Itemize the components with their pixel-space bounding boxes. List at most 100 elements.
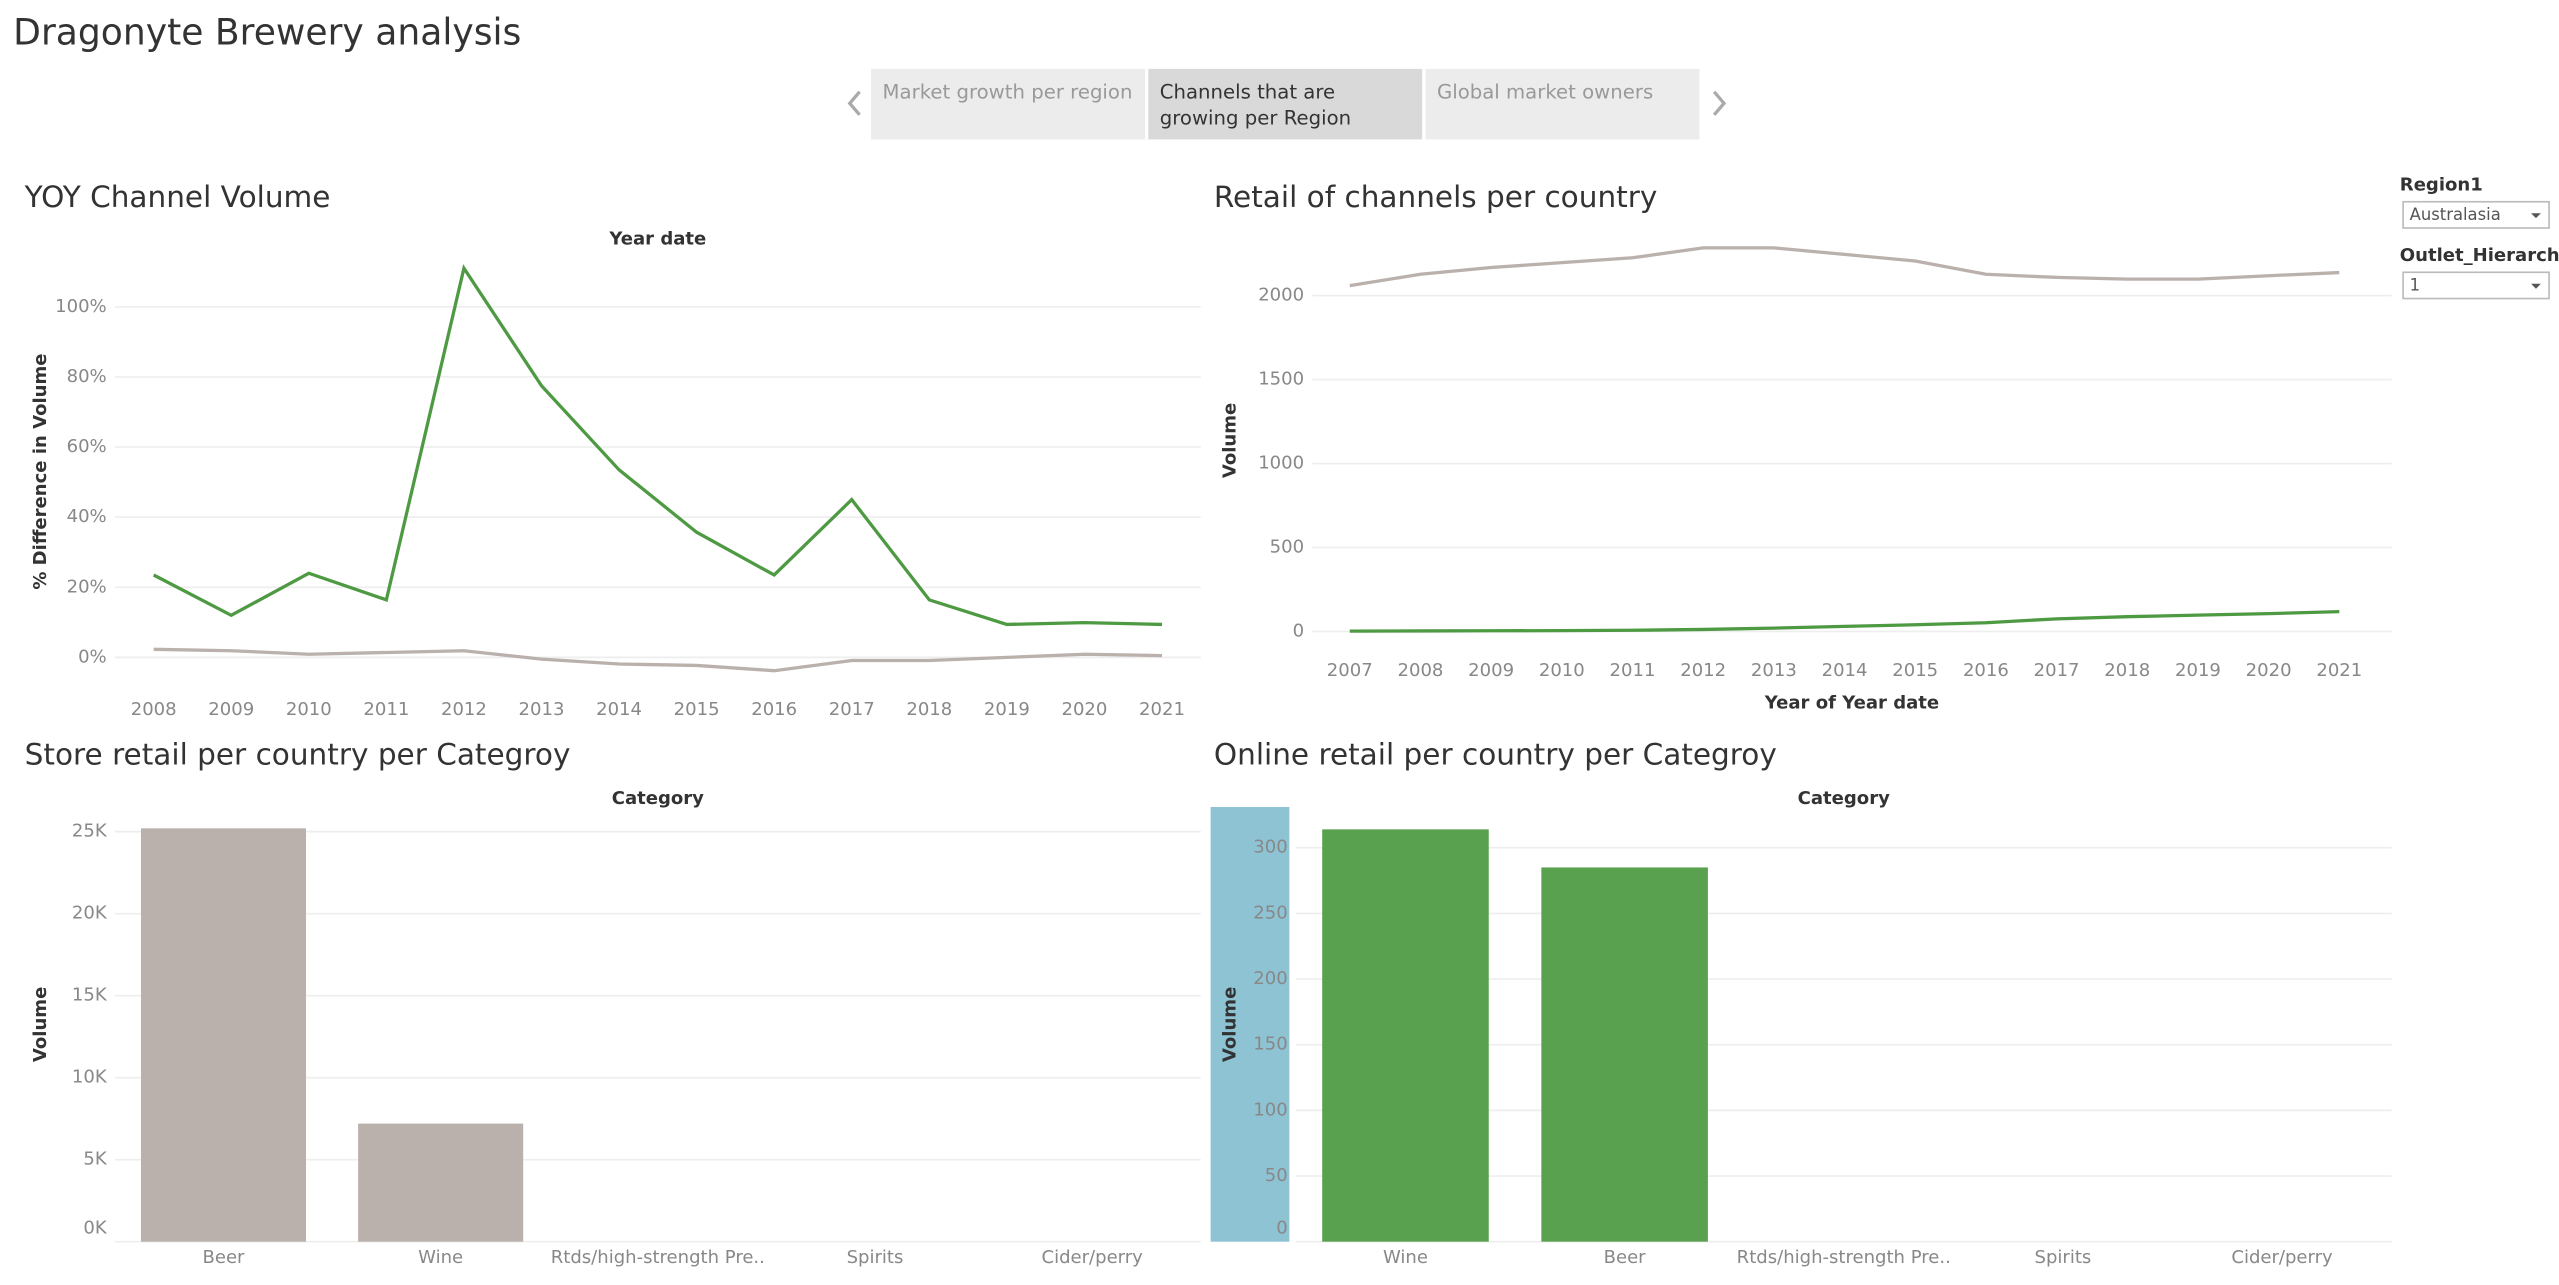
y-tick-label: 0% (78, 646, 107, 667)
tab-prev[interactable] (847, 90, 861, 116)
y-axis-title: % Difference in Volume (30, 353, 51, 589)
filter-value: Australasia (2410, 205, 2501, 224)
x-tick-label: 2021 (1139, 699, 1185, 720)
chart-title: Online retail per country per Categroy (1214, 738, 1777, 772)
tab-label-box: Market growth per region (882, 80, 1133, 104)
chart-title: YOY Channel Volume (24, 180, 331, 214)
x-tick-label: 2011 (1610, 660, 1656, 681)
filter-dropdown[interactable] (2402, 271, 2550, 300)
x-tick-label: 2015 (674, 699, 720, 720)
x-tick-label: 2018 (2104, 660, 2150, 681)
x-tick-label: 2012 (441, 699, 487, 720)
dropdown-arrow (2531, 213, 2541, 219)
x-tick-label: 2013 (1751, 660, 1797, 681)
chart-title: Store retail per country per Categroy (25, 738, 571, 772)
bar (358, 1123, 524, 1242)
series-line (153, 647, 1163, 673)
y-tick-label: 60% (67, 436, 107, 457)
filter-label: Region1 (2400, 174, 2483, 195)
x-tick-label: Beer (202, 1247, 245, 1268)
y-tick-label: 100 (1253, 1099, 1287, 1120)
y-tick-label: 200 (1253, 968, 1287, 989)
y-tick-label: 40% (67, 506, 107, 527)
y-tick-label: 100% (55, 296, 107, 317)
x-tick-label: Spirits (2035, 1247, 2092, 1268)
x-tick-label: 2009 (1468, 660, 1514, 681)
y-tick-label: 10K (72, 1067, 108, 1088)
dropdown-arrow (2531, 283, 2541, 289)
tab-label[interactable]: Market growth per region (882, 80, 1133, 104)
tab-next[interactable] (1712, 90, 1727, 116)
y-tick-label: 50 (1265, 1165, 1288, 1186)
x-tick-label: 2014 (596, 699, 642, 720)
x-tick-label: Beer (1604, 1247, 1647, 1268)
bar (1322, 829, 1489, 1242)
bar (140, 828, 307, 1242)
y-axis-title: Volume (30, 987, 51, 1062)
tab-label-box: Global market owners (1436, 80, 1654, 104)
x-tick-label: 2015 (1892, 660, 1938, 681)
x-tick-label: 2009 (208, 699, 254, 720)
dashboard-title: Dragonyte Brewery analysis (13, 11, 521, 53)
tab-label-box: Channels that are growing per Region (1159, 80, 1352, 130)
filter-dropdown[interactable] (2402, 200, 2550, 229)
x-tick-label: 2010 (1539, 660, 1585, 681)
y-axis-title: Volume (1219, 987, 1240, 1062)
y-tick-label: 20% (67, 576, 107, 597)
x-axis-title: Year date (608, 228, 706, 249)
x-axis-title: Category (1798, 788, 1890, 809)
x-tick-label: Rtds/high-strength Pre.. (1737, 1247, 1951, 1268)
tab[interactable] (871, 68, 1145, 140)
x-tick-label: 2016 (751, 699, 797, 720)
x-tick-label: Wine (1383, 1247, 1428, 1268)
y-tick-label: 15K (72, 985, 108, 1006)
y-tick-label: 0 (1276, 1218, 1287, 1239)
y-tick-label: 80% (67, 366, 107, 387)
x-tick-label: 2008 (1398, 660, 1444, 681)
x-tick-label: 2021 (2316, 660, 2362, 681)
tab[interactable] (1425, 68, 1700, 140)
series-line (152, 264, 1163, 627)
x-tick-label: 2018 (906, 699, 952, 720)
x-tick-label: 2016 (1963, 660, 2009, 681)
y-tick-label: 0 (1293, 620, 1304, 641)
x-tick-label: 2017 (829, 699, 875, 720)
y-tick-label: 250 (1253, 902, 1287, 923)
filter-label: Outlet_Hierarchy (2400, 245, 2559, 266)
x-tick-label: 2010 (286, 699, 332, 720)
y-tick-label: 150 (1253, 1034, 1287, 1055)
x-tick-label: 2014 (1822, 660, 1868, 681)
x-tick-label: 2011 (363, 699, 409, 720)
y-tick-label: 2000 (1258, 285, 1304, 306)
axis-highlight (1210, 807, 1290, 1242)
filter-value: 1 (2410, 276, 2420, 295)
x-tick-label: 2013 (519, 699, 565, 720)
x-tick-label: Rtds/high-strength Pre.. (551, 1247, 765, 1268)
x-tick-label: 2007 (1327, 660, 1373, 681)
y-tick-label: 0K (83, 1218, 107, 1239)
chart-title: Retail of channels per country (1214, 180, 1657, 214)
x-tick-label: 2020 (2246, 660, 2292, 681)
x-tick-label: Spirits (847, 1247, 904, 1268)
series-line (1349, 609, 2340, 633)
x-tick-label: 2008 (131, 699, 177, 720)
x-tick-label: 2019 (2175, 660, 2221, 681)
tab-label[interactable]: Global market owners (1436, 80, 1654, 104)
x-axis-title: Year of Year date (1764, 693, 1939, 714)
y-tick-label: 1000 (1258, 453, 1304, 474)
y-tick-label: 5K (83, 1149, 107, 1170)
x-tick-label: 2017 (2034, 660, 2080, 681)
tab[interactable] (1148, 68, 1423, 140)
y-tick-label: 20K (72, 903, 108, 924)
y-tick-label: 25K (72, 821, 108, 842)
series-line (1349, 246, 2340, 288)
x-tick-label: 2019 (984, 699, 1030, 720)
y-axis-title: Volume (1219, 403, 1240, 478)
x-tick-label: Wine (418, 1247, 463, 1268)
x-tick-label: 2020 (1061, 699, 1107, 720)
x-axis-title: Category (612, 788, 704, 809)
y-tick-label: 500 (1270, 536, 1304, 557)
tab-label[interactable]: Channels that are growing per Region (1159, 80, 1352, 130)
